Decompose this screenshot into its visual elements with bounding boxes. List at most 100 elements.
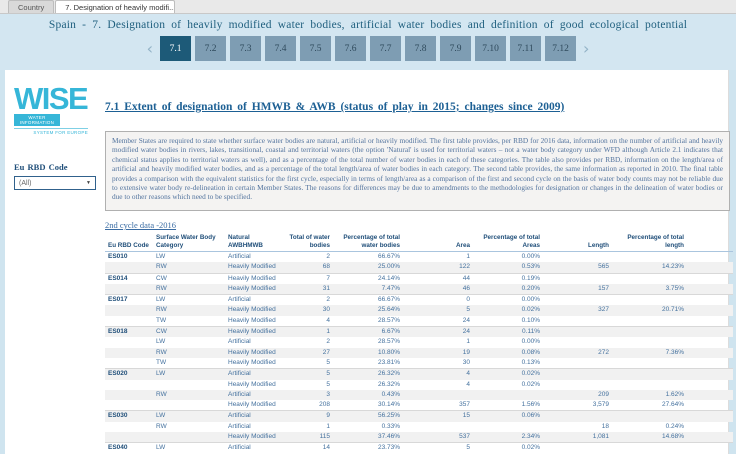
table-cell: 0.02% bbox=[521, 380, 540, 388]
section-tab-7-11[interactable]: 7.11 bbox=[510, 36, 541, 61]
section-tab-7-7[interactable]: 7.7 bbox=[370, 36, 401, 61]
table-row[interactable]: Heavily Modified 115 37.46% 537 2.34% 1,081 14… bbox=[105, 432, 733, 443]
column-header: Area bbox=[455, 241, 470, 249]
table-row[interactable]: ES017 LW Artificial 2 66.67% 0 0.00% bbox=[105, 294, 733, 306]
column-header-spacer bbox=[687, 233, 733, 252]
table-cell: RW bbox=[156, 422, 167, 430]
column-header: Percentage of total Areas bbox=[483, 234, 540, 249]
table-row[interactable]: RW Artificial 3 0.43% 209 1.62% bbox=[105, 389, 733, 401]
table-cell bbox=[612, 380, 687, 390]
table-cell: 0 bbox=[403, 294, 473, 306]
table-cell: 25.00% bbox=[377, 263, 400, 271]
table-cell: Heavily Modified bbox=[228, 358, 276, 366]
table-cell: 1 bbox=[283, 326, 333, 338]
table-row[interactable]: LW Artificial 2 28.57% 1 0.00% bbox=[105, 337, 733, 347]
table-cell: Heavily Modified bbox=[228, 401, 276, 409]
table-cell: 0.00% bbox=[521, 338, 540, 346]
table-row[interactable]: ES010 LW Artificial 2 66.67% 1 0.00% bbox=[105, 252, 733, 263]
table-cell bbox=[612, 326, 687, 338]
section-tab-7-3[interactable]: 7.3 bbox=[230, 36, 261, 61]
table-cell: 44 bbox=[403, 272, 473, 284]
table-row[interactable]: Heavily Modified 5 26.32% 4 0.02% bbox=[105, 380, 733, 390]
table-cell-spacer bbox=[687, 380, 733, 390]
table-row[interactable]: ES020 LW Artificial 5 26.32% 4 0.02% bbox=[105, 368, 733, 380]
column-header: Percentage of total water bodies bbox=[343, 234, 400, 249]
table-row[interactable]: RW Heavily Modified 31 7.47% 46 0.20% 157 3.75% bbox=[105, 283, 733, 295]
tab-designation-report[interactable]: 7. Designation of heavily modifi... bbox=[55, 0, 176, 13]
table-cell: Heavily Modified bbox=[228, 433, 276, 441]
table-cell: 327 bbox=[598, 306, 609, 314]
table-cell: 30 bbox=[322, 306, 330, 314]
tab-country[interactable]: Country bbox=[8, 0, 55, 13]
chevron-left-icon[interactable]: ‹ bbox=[146, 38, 153, 58]
table-cell: 7.36% bbox=[665, 348, 684, 356]
table-cell bbox=[105, 262, 153, 273]
table-row[interactable]: RW Heavily Modified 68 25.00% 122 0.53% 565 14.… bbox=[105, 262, 733, 274]
table-cell: 68 bbox=[322, 263, 330, 271]
table-cell bbox=[612, 337, 687, 347]
table-cell: 0.00% bbox=[521, 253, 540, 260]
table-row[interactable]: ES014 CW Heavily Modified 7 24.14% 44 0.19% bbox=[105, 272, 733, 284]
table-row[interactable]: ES018 CW Heavily Modified 1 6.67% 24 0.11% bbox=[105, 326, 733, 338]
rbd-code-select[interactable]: (All) ▼ bbox=[14, 176, 96, 191]
table-row[interactable]: ES040 LW Artificial 14 23.73% 5 0.02% bbox=[105, 442, 733, 454]
table-cell: TW bbox=[156, 358, 167, 366]
table-row[interactable]: ES030 LW Artificial 9 56.25% 15 0.06% bbox=[105, 410, 733, 422]
table-cell: Heavily Modified bbox=[225, 326, 283, 338]
table-cell: 1.56% bbox=[521, 401, 540, 409]
table-cell: 2 bbox=[326, 338, 330, 346]
table-cell: LW bbox=[153, 410, 225, 422]
table-row[interactable]: TW Heavily Modified 4 28.57% 24 0.10% bbox=[105, 316, 733, 327]
chevron-right-icon[interactable]: › bbox=[583, 38, 590, 58]
table-cell-spacer bbox=[687, 358, 733, 369]
table-cell: 0.24% bbox=[665, 422, 684, 430]
table-cell-spacer bbox=[687, 262, 733, 273]
section-tab-7-12[interactable]: 7.12 bbox=[545, 36, 576, 61]
table-cell: 2 bbox=[326, 253, 330, 260]
section-tab-7-2[interactable]: 7.2 bbox=[195, 36, 226, 61]
table-cell bbox=[403, 422, 473, 432]
table-cell: 4 bbox=[403, 368, 473, 380]
table-cell: 25.64% bbox=[377, 306, 400, 314]
section-tab-7-1[interactable]: 7.1 bbox=[160, 36, 191, 61]
table-row[interactable]: Heavily Modified 208 30.14% 357 1.56% 3,579 27… bbox=[105, 400, 733, 411]
table-cell bbox=[543, 316, 612, 327]
table-cell bbox=[543, 410, 612, 422]
table-cell: 0.02% bbox=[473, 442, 543, 454]
table-row[interactable]: RW Artificial 1 0.33% 18 0.24% bbox=[105, 422, 733, 432]
table-cell-spacer bbox=[687, 432, 733, 443]
table-cell: 15 bbox=[403, 410, 473, 422]
section-tab-7-9[interactable]: 7.9 bbox=[440, 36, 471, 61]
table-cell: 208 bbox=[319, 401, 330, 409]
table-cell bbox=[543, 294, 612, 306]
section-tab-7-10[interactable]: 7.10 bbox=[475, 36, 506, 61]
table-cell: LW bbox=[156, 253, 166, 260]
table-cell: 3 bbox=[326, 390, 330, 398]
table-cell: 24 bbox=[462, 316, 470, 324]
table-caption[interactable]: 2nd cycle data -2016 bbox=[105, 220, 177, 230]
section-tab-7-5[interactable]: 7.5 bbox=[300, 36, 331, 61]
table-cell: 56.25% bbox=[333, 410, 403, 422]
table-cell: Artificial bbox=[225, 410, 283, 422]
table-cell: RW bbox=[156, 348, 167, 356]
section-heading: 7.1 Extent of designation of HMWB & AWB … bbox=[105, 101, 565, 113]
table-row[interactable]: RW Heavily Modified 27 10.80% 19 0.08% 272 7.36… bbox=[105, 347, 733, 358]
section-tab-7-4[interactable]: 7.4 bbox=[265, 36, 296, 61]
section-tab-7-8[interactable]: 7.8 bbox=[405, 36, 436, 61]
table-cell: Heavily Modified bbox=[228, 306, 276, 314]
table-cell bbox=[612, 442, 687, 454]
table-cell: Heavily Modified bbox=[228, 263, 276, 271]
table-cell: 18 bbox=[601, 422, 609, 430]
content-panel: WISE WATER INFORMATION SYSTEM FOR EUROPE… bbox=[5, 70, 733, 454]
section-tab-7-6[interactable]: 7.6 bbox=[335, 36, 366, 61]
table-row[interactable]: TW Heavily Modified 5 23.81% 30 0.13% bbox=[105, 358, 733, 369]
table-row[interactable]: RW Heavily Modified 30 25.64% 5 0.02% 327 20.71… bbox=[105, 305, 733, 316]
table-cell: 2.34% bbox=[521, 433, 540, 441]
table-cell: 0.06% bbox=[473, 410, 543, 422]
table-cell: Heavily Modified bbox=[228, 348, 276, 356]
table-cell: 209 bbox=[598, 390, 609, 398]
table-cell: 357 bbox=[459, 401, 470, 409]
table-cell: 157 bbox=[598, 284, 609, 292]
table-cell: LW bbox=[156, 338, 166, 346]
table-cell: 20.71% bbox=[661, 306, 684, 314]
